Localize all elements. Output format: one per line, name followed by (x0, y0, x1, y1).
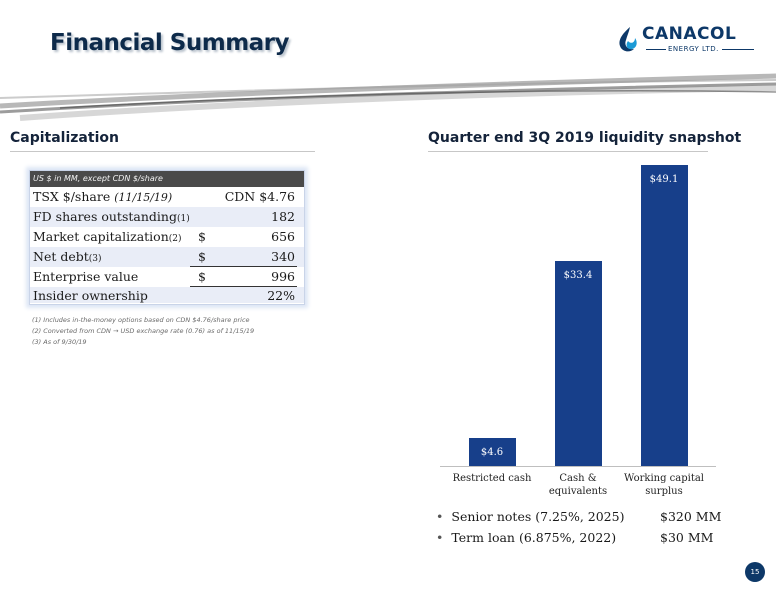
bullet-term-loan: • Term loan (6.875%, 2022) (436, 530, 617, 545)
chart-bar (554, 261, 602, 466)
table-row-enterprise-value: Enterprise value $ 996 (33, 269, 295, 284)
logo-subtitle: ENERGY LTD. (668, 45, 719, 53)
capitalization-rule (10, 151, 315, 152)
chart-axis-line (440, 466, 716, 467)
table-total-line (190, 286, 297, 287)
chart-data-label: $4.6 (480, 447, 504, 458)
table-row-fd-shares: FD shares outstanding(1) 182 (30, 207, 304, 227)
liquidity-title: Quarter end 3Q 2019 liquidity snapshot (428, 130, 742, 146)
table-row-tsx-price: TSX $/share (11/15/19) CDN $4.76 (33, 189, 295, 204)
footnote-1: (1) Includes in-the-money options based … (32, 316, 250, 324)
logo-wordmark: CANACOL (642, 24, 737, 44)
bullet-dot: • (436, 530, 444, 545)
table-row-market-cap: Market capitalization(2) $ 656 (33, 229, 295, 244)
slide-title: Financial Summary (50, 30, 290, 56)
chart-category-label: Restricted cash (452, 473, 532, 484)
footnote-2: (2) Converted from CDN → USD exchange ra… (32, 327, 255, 335)
table-subtotal-line (190, 266, 297, 267)
chart-category-label: Cash & equivalents (548, 473, 608, 497)
bullet-dot: • (436, 509, 444, 524)
capitalization-table: US $ in MM, except CDN $/share TSX $/sha… (29, 170, 305, 305)
chart-category-label: Working capital surplus (623, 473, 705, 497)
table-header: US $ in MM, except CDN $/share (30, 171, 304, 187)
capitalization-title: Capitalization (10, 130, 119, 146)
chart-bar (468, 438, 516, 466)
liquidity-rule (428, 151, 708, 152)
table-row-net-debt: Net debt(3) $ 340 (30, 247, 304, 267)
chart-data-label: $33.4 (563, 270, 593, 281)
footnote-3: (3) As of 9/30/19 (32, 338, 87, 346)
chart-bar (640, 165, 688, 466)
company-logo: CANACOL ENERGY LTD. (616, 22, 756, 58)
term-loan-amount: $30 MM (660, 530, 714, 545)
chart-data-label: $49.1 (649, 174, 679, 185)
page-number-badge: 15 (745, 562, 765, 582)
bullet-senior-notes: • Senior notes (7.25%, 2025) (436, 509, 625, 524)
logo-flame-icon (619, 27, 637, 52)
table-row-insider-ownership: Insider ownership 22% (30, 287, 304, 303)
header-swoosh-decoration (0, 73, 776, 121)
senior-notes-amount: $320 MM (660, 509, 722, 524)
